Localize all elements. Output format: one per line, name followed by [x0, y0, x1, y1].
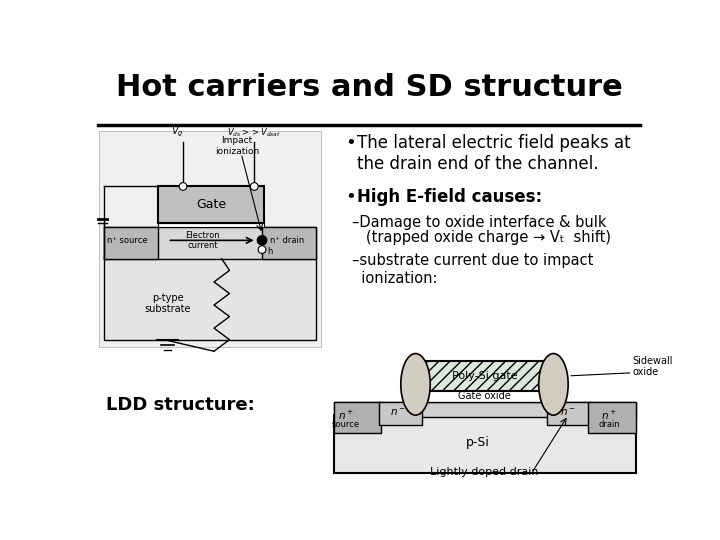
- Bar: [99, 131, 321, 347]
- Text: $n^-$: $n^-$: [560, 407, 576, 419]
- Text: Electron
current: Electron current: [185, 231, 220, 250]
- Text: source: source: [332, 420, 360, 429]
- Circle shape: [258, 246, 266, 253]
- Text: $n^+$: $n^+$: [601, 409, 617, 422]
- Text: Lightly doped drain: Lightly doped drain: [431, 467, 539, 477]
- Text: (trapped oxide charge → Vₜ  shift): (trapped oxide charge → Vₜ shift): [352, 231, 611, 245]
- Bar: [588, 402, 636, 433]
- Circle shape: [251, 183, 258, 190]
- Bar: [379, 402, 422, 425]
- Text: –substrate current due to impact
  ionization:: –substrate current due to impact ionizat…: [352, 253, 593, 286]
- Ellipse shape: [539, 354, 568, 415]
- Text: h: h: [267, 247, 273, 256]
- Text: Impact
ionization: Impact ionization: [215, 137, 259, 156]
- Bar: [158, 222, 264, 227]
- Text: p-type
substrate: p-type substrate: [144, 293, 191, 314]
- Text: n⁺ drain: n⁺ drain: [271, 236, 305, 245]
- Text: •: •: [346, 188, 356, 206]
- Bar: [334, 415, 636, 473]
- Ellipse shape: [401, 354, 431, 415]
- Bar: [262, 226, 316, 259]
- Text: n⁺ source: n⁺ source: [107, 236, 148, 245]
- Text: Sidewall
oxide: Sidewall oxide: [632, 356, 673, 377]
- Text: Poly-Si gate: Poly-Si gate: [451, 371, 517, 381]
- Text: The lateral electric field peaks at
the drain end of the channel.: The lateral electric field peaks at the …: [356, 134, 630, 173]
- Bar: [104, 226, 316, 259]
- Text: $V_g$: $V_g$: [171, 125, 184, 139]
- Bar: [334, 402, 381, 433]
- Text: $n^-$: $n^-$: [390, 407, 405, 419]
- Bar: [334, 402, 636, 417]
- Text: –Damage to oxide interface & bulk: –Damage to oxide interface & bulk: [352, 215, 606, 230]
- Text: Gate oxide: Gate oxide: [458, 391, 511, 401]
- Text: $n^+$: $n^+$: [338, 409, 354, 422]
- Bar: [422, 361, 547, 390]
- Text: LDD structure:: LDD structure:: [106, 396, 254, 414]
- Text: $V_{ds}>>V_{dsat}$: $V_{ds}>>V_{dsat}$: [228, 127, 282, 139]
- Bar: [547, 402, 590, 425]
- Bar: [422, 390, 547, 402]
- Bar: [104, 226, 158, 259]
- Text: p-Si: p-Si: [466, 436, 490, 449]
- Text: •: •: [346, 134, 356, 152]
- Bar: [158, 186, 264, 224]
- Text: Hot carriers and SD structure: Hot carriers and SD structure: [116, 72, 622, 102]
- Text: drain: drain: [598, 420, 620, 429]
- Circle shape: [258, 236, 266, 245]
- Text: Gate: Gate: [196, 198, 226, 212]
- Circle shape: [179, 183, 187, 190]
- Text: High E-field causes:: High E-field causes:: [356, 188, 541, 206]
- Bar: [104, 257, 316, 340]
